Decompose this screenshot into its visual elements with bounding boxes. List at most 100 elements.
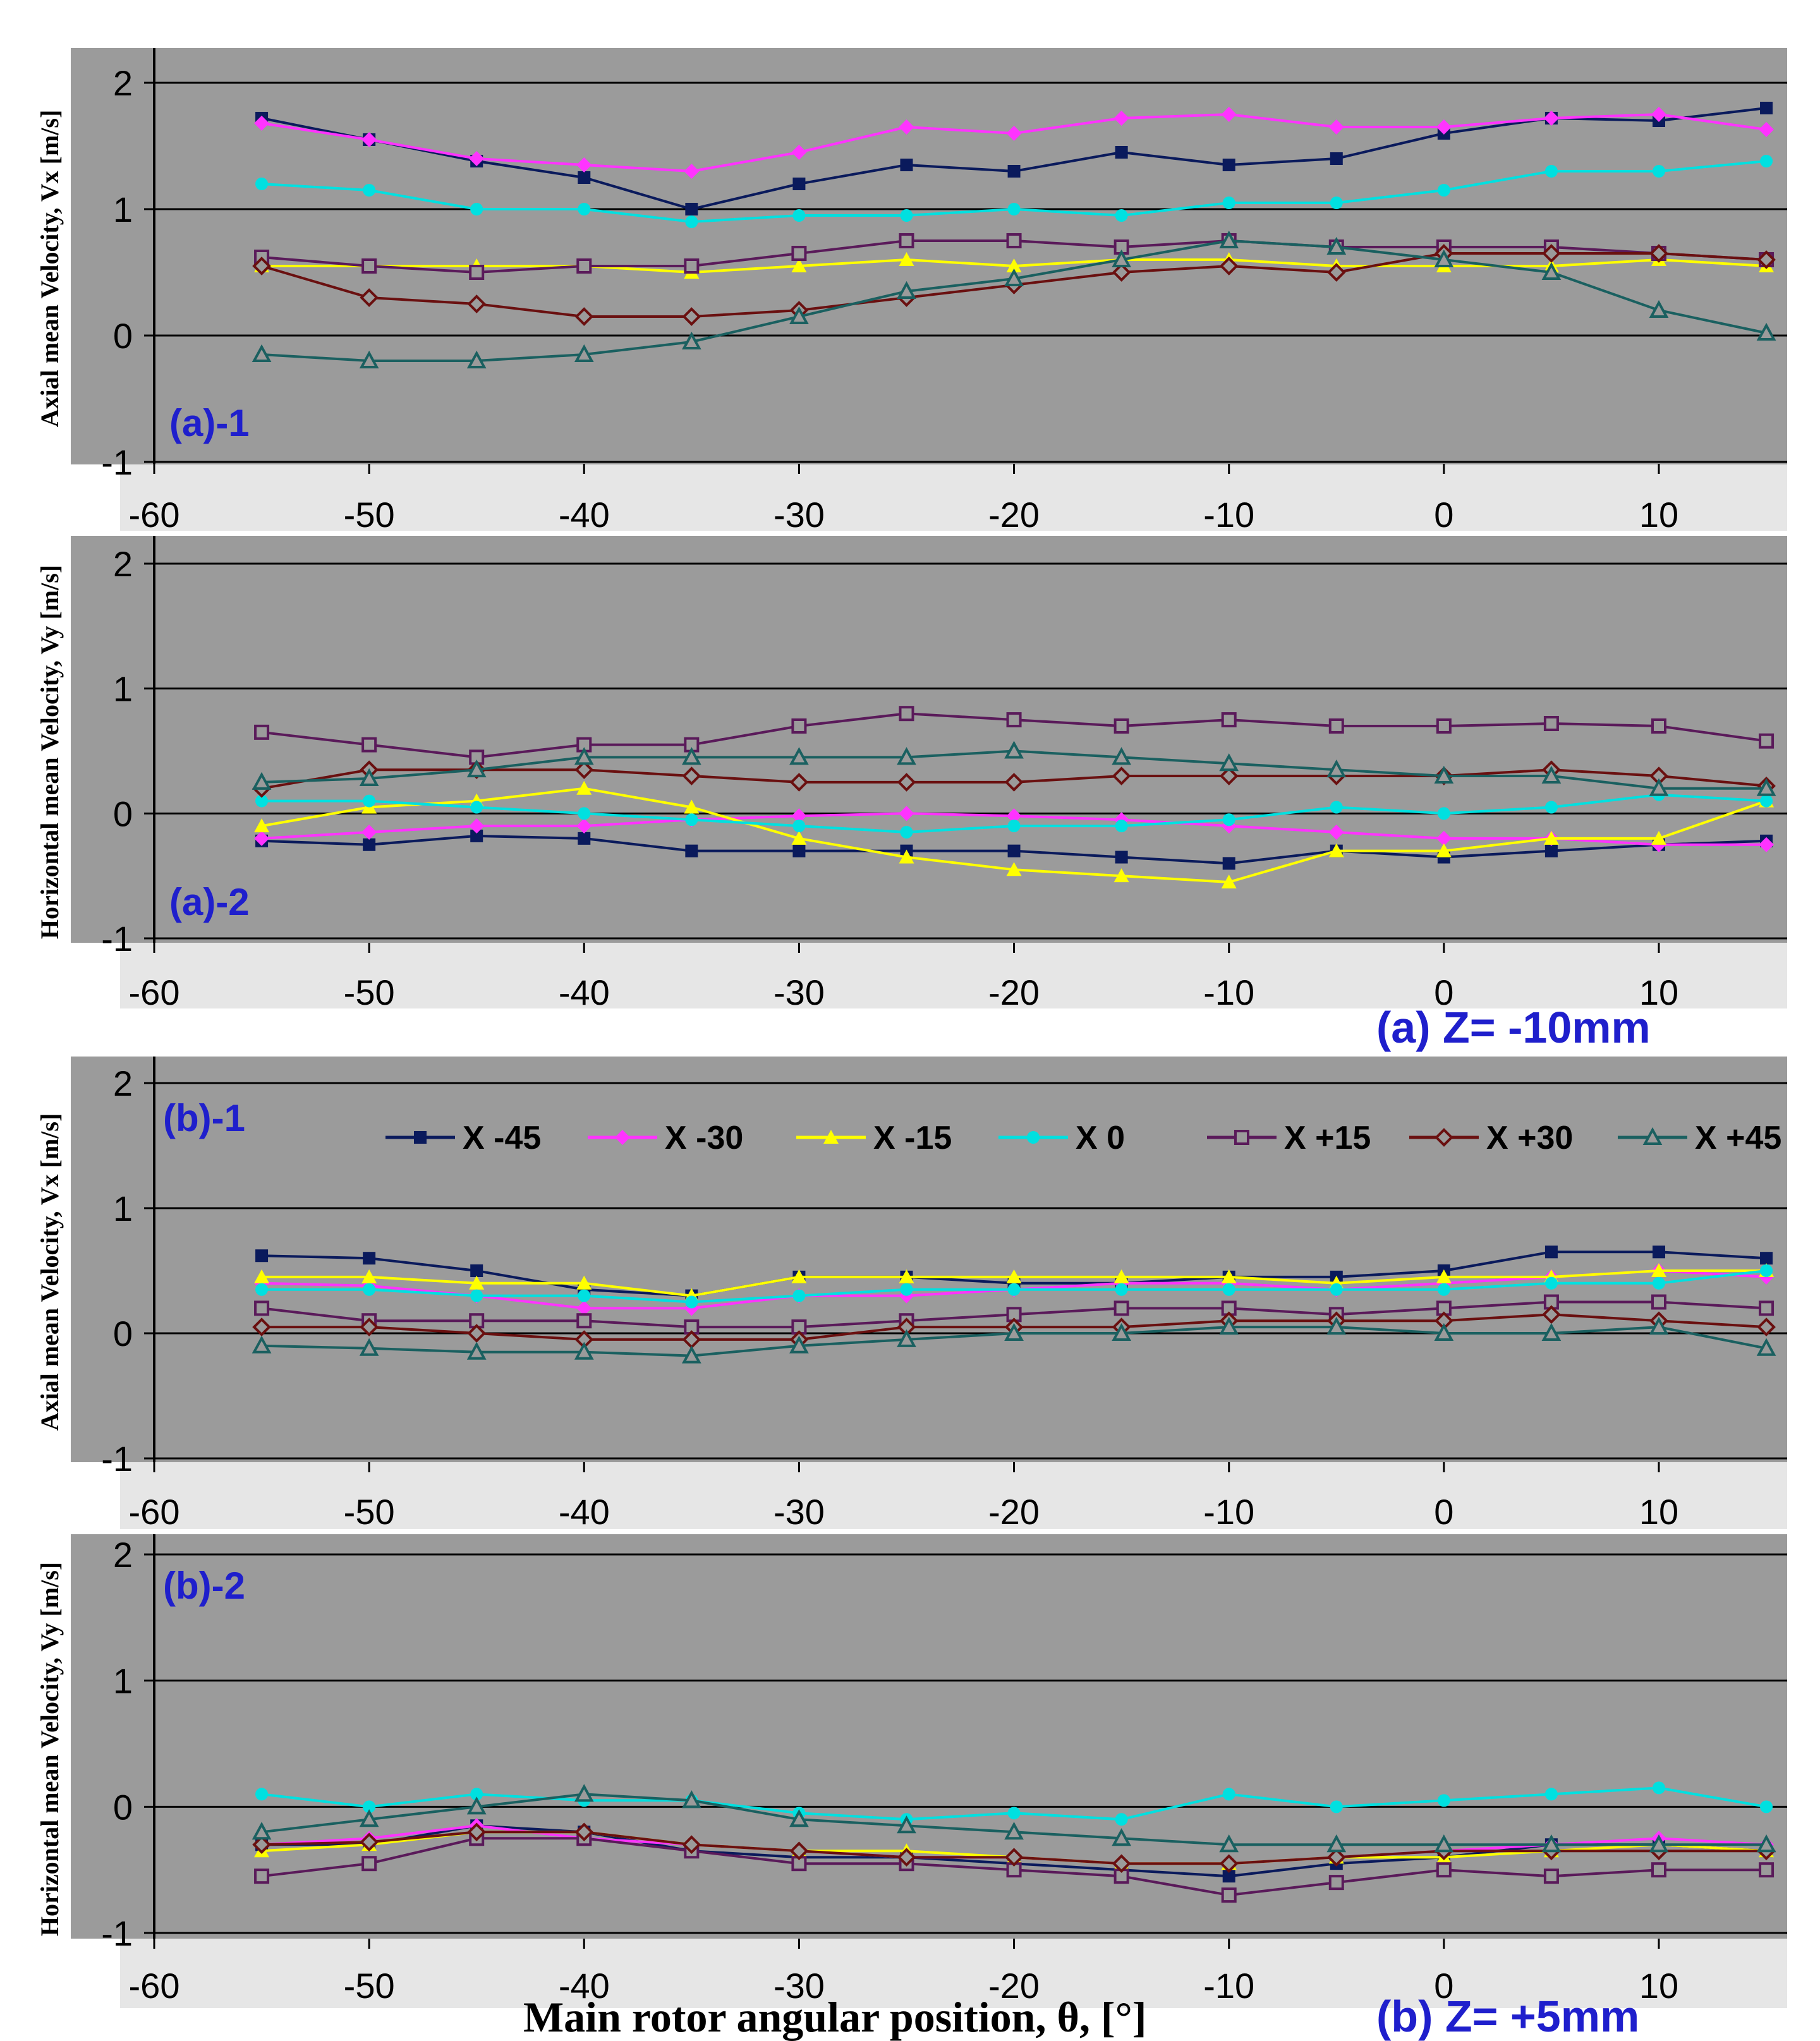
series-x0 — [255, 1264, 1773, 1309]
data-point — [363, 1252, 376, 1265]
series-x+15 — [254, 1294, 1774, 1335]
legend-marker — [1027, 1131, 1040, 1144]
data-point — [1221, 875, 1237, 889]
data-point — [789, 747, 809, 765]
x-tick-label: -60 — [129, 1492, 180, 1532]
legend-label: X -30 — [665, 1120, 743, 1156]
data-point — [1756, 322, 1776, 341]
data-point — [252, 1317, 271, 1336]
y-tick-label: 0 — [113, 1314, 133, 1354]
data-point — [576, 1300, 592, 1316]
data-point — [897, 773, 916, 792]
data-point — [1112, 249, 1132, 267]
data-point — [576, 818, 592, 834]
data-point — [578, 203, 591, 215]
data-point — [1757, 250, 1776, 269]
series-x+45 — [252, 741, 1776, 796]
data-point — [1328, 824, 1344, 840]
x-tick-label: -40 — [559, 1492, 610, 1532]
data-point — [1326, 236, 1347, 255]
data-point — [574, 747, 594, 765]
data-point — [1219, 1854, 1239, 1874]
data-point — [470, 1788, 483, 1801]
data-point — [1006, 126, 1022, 141]
data-point — [1221, 1269, 1237, 1283]
data-point — [360, 1317, 379, 1336]
data-point — [1437, 184, 1450, 197]
data-point — [789, 773, 809, 792]
x-tick-label: -30 — [774, 495, 825, 535]
legend-marker — [1642, 1127, 1663, 1145]
data-point — [899, 252, 914, 266]
data-point — [899, 806, 914, 821]
data-point — [681, 331, 701, 349]
data-point — [1330, 1800, 1343, 1814]
data-point — [255, 178, 269, 190]
data-point — [1113, 868, 1129, 883]
data-point — [685, 1295, 698, 1309]
y-tick-label: 2 — [113, 63, 133, 103]
data-point — [789, 1809, 809, 1827]
data-point — [681, 747, 701, 765]
data-point — [792, 209, 806, 222]
data-point — [1112, 263, 1131, 282]
data-point — [791, 258, 807, 272]
data-point — [900, 159, 913, 171]
data-point — [1649, 1316, 1669, 1335]
plot-area — [71, 1534, 1787, 1939]
x-tick-label: -10 — [1203, 495, 1254, 535]
data-point — [1651, 1263, 1666, 1277]
x-tick-label: -40 — [559, 972, 610, 1012]
data-point — [1222, 1788, 1235, 1801]
data-point — [255, 1283, 269, 1296]
data-point — [1653, 1781, 1665, 1795]
legend-label: X -15 — [873, 1120, 952, 1156]
data-point — [361, 258, 377, 274]
x-axis-band — [120, 1939, 1787, 2008]
data-point — [360, 288, 379, 307]
panel-label: (b)-1 — [163, 1097, 245, 1139]
data-point — [359, 1338, 379, 1356]
data-point — [1004, 741, 1024, 759]
plot-area — [71, 536, 1787, 943]
data-point — [363, 838, 376, 851]
data-point — [574, 1341, 594, 1360]
caption-a: (a) Z= -10mm — [1376, 1003, 1651, 1052]
data-point — [1651, 1294, 1666, 1310]
x-tick-label: -10 — [1203, 1966, 1254, 2006]
series-x+15 — [254, 706, 1774, 765]
data-point — [1115, 209, 1128, 222]
data-point — [1330, 801, 1343, 814]
data-point — [1756, 1834, 1776, 1853]
data-point — [1006, 808, 1022, 824]
legend-label: X -45 — [463, 1120, 541, 1156]
plot-area — [71, 48, 1787, 464]
x-tick-label: -30 — [774, 972, 825, 1012]
data-point — [363, 794, 376, 808]
data-point — [252, 344, 272, 362]
x-axis-band — [120, 943, 1787, 1008]
data-point — [574, 307, 594, 326]
x-axis-band — [120, 1462, 1787, 1529]
y-tick-label: -1 — [101, 919, 133, 959]
legend-label: X +30 — [1486, 1120, 1573, 1156]
y-axis-title: Axial mean Velocity, Vx [m/s] — [35, 1113, 64, 1431]
data-point — [470, 801, 483, 814]
data-point — [1653, 165, 1665, 178]
data-point — [254, 724, 270, 740]
x-tick-label: 0 — [1434, 1492, 1453, 1532]
series-x+45 — [252, 1784, 1776, 1853]
data-point — [897, 1815, 916, 1834]
data-point — [360, 1832, 379, 1852]
y-tick-label: -1 — [101, 1439, 133, 1479]
data-point — [682, 307, 701, 326]
plot-area — [71, 1057, 1787, 1462]
y-tick-label: -1 — [101, 442, 133, 482]
data-point — [1651, 718, 1666, 734]
data-point — [1112, 766, 1131, 785]
data-point — [792, 820, 806, 833]
data-point — [1007, 820, 1021, 833]
data-point — [252, 1835, 271, 1855]
